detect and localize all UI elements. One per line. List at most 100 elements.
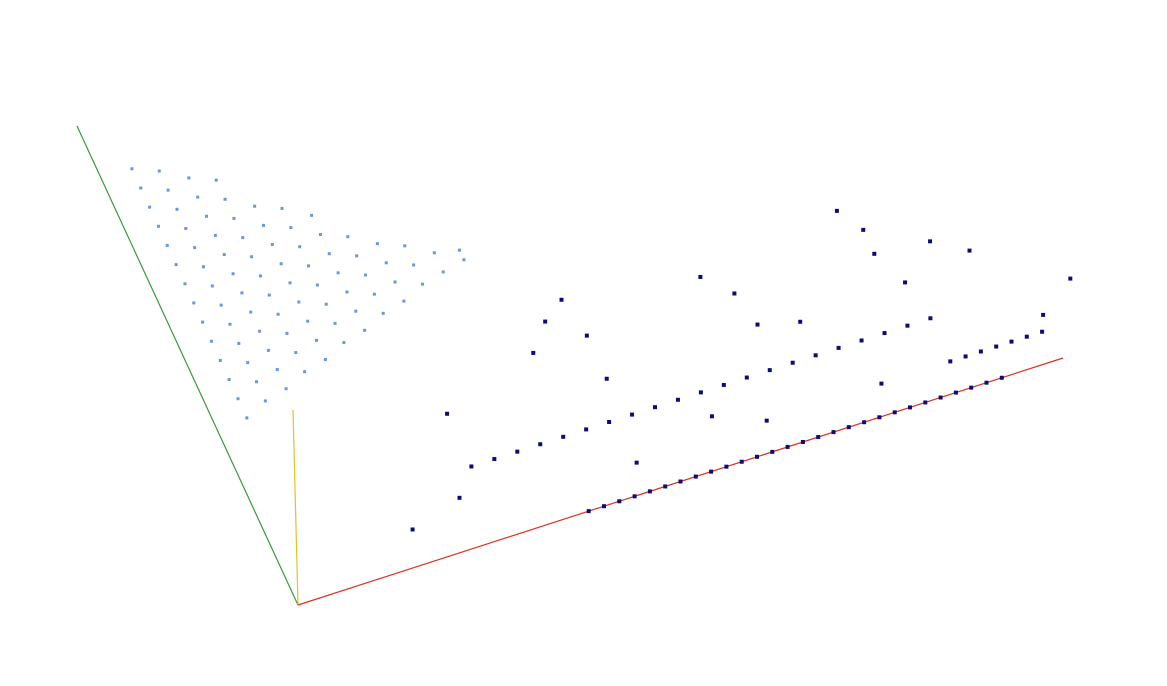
- point: [607, 420, 612, 424]
- point: [862, 420, 867, 425]
- point: [157, 169, 161, 173]
- point: [253, 204, 257, 208]
- point: [205, 214, 209, 218]
- point: [183, 282, 187, 286]
- point: [938, 395, 943, 400]
- point: [237, 341, 241, 345]
- point: [559, 297, 564, 302]
- point: [604, 376, 609, 381]
- point: [355, 254, 359, 258]
- point: [276, 312, 280, 316]
- point: [345, 290, 349, 294]
- point: [275, 368, 279, 372]
- point: [381, 311, 385, 315]
- point: [174, 263, 178, 267]
- point: [354, 309, 358, 313]
- point: [492, 457, 497, 462]
- point: [1024, 334, 1029, 339]
- point: [222, 253, 226, 257]
- point: [156, 224, 160, 228]
- point: [346, 235, 350, 239]
- point: [663, 484, 668, 489]
- point: [214, 178, 218, 182]
- point: [647, 489, 652, 494]
- point: [836, 345, 841, 350]
- point: [755, 454, 759, 459]
- point: [800, 439, 805, 444]
- point: [255, 380, 259, 384]
- point: [130, 167, 134, 171]
- point: [245, 416, 249, 420]
- point: [813, 353, 818, 358]
- point: [249, 310, 253, 314]
- point: [294, 351, 298, 355]
- point: [324, 302, 328, 306]
- point: [363, 273, 367, 277]
- point: [175, 207, 179, 211]
- point: [209, 339, 213, 343]
- point: [584, 427, 589, 432]
- point: [412, 263, 416, 267]
- point: [280, 206, 284, 210]
- z-axis: [292, 409, 299, 606]
- point: [363, 328, 367, 332]
- point: [457, 495, 462, 500]
- point: [139, 186, 143, 190]
- point: [232, 216, 236, 220]
- point: [193, 246, 197, 250]
- point: [420, 282, 424, 286]
- point: [306, 319, 310, 323]
- point: [785, 444, 790, 449]
- point: [994, 344, 999, 349]
- point: [543, 319, 548, 324]
- point: [999, 375, 1004, 380]
- point: [978, 349, 983, 354]
- point: [323, 358, 327, 362]
- point: [375, 242, 379, 246]
- point: [732, 291, 737, 296]
- point: [441, 270, 445, 274]
- point: [469, 464, 474, 469]
- point: [246, 361, 250, 365]
- point: [236, 397, 240, 401]
- point: [402, 299, 406, 303]
- point: [148, 205, 152, 209]
- point: [333, 321, 337, 325]
- point: [984, 380, 989, 385]
- point: [403, 244, 407, 248]
- point: [586, 509, 591, 514]
- point: [270, 243, 274, 247]
- point: [201, 265, 205, 269]
- point: [764, 418, 769, 423]
- point: [953, 390, 958, 395]
- point: [187, 176, 191, 180]
- point: [882, 331, 887, 336]
- point: [336, 271, 340, 275]
- point: [831, 430, 836, 435]
- point: [240, 291, 244, 295]
- point: [231, 272, 235, 276]
- point: [263, 399, 267, 403]
- point: [307, 264, 311, 268]
- point: [288, 281, 292, 285]
- point: [531, 350, 536, 355]
- point: [227, 378, 231, 382]
- point: [698, 274, 703, 279]
- point: [632, 494, 637, 499]
- point: [258, 274, 262, 278]
- point: [653, 405, 657, 410]
- point: [584, 333, 589, 338]
- point: [770, 449, 775, 454]
- point: [201, 320, 205, 324]
- point: [948, 359, 953, 364]
- point: [816, 435, 821, 440]
- point: [721, 382, 726, 387]
- point: [879, 381, 884, 386]
- point: [258, 329, 262, 333]
- point: [196, 195, 200, 199]
- point: [634, 460, 639, 465]
- point: [228, 322, 232, 326]
- point: [675, 397, 680, 402]
- point: [767, 368, 772, 373]
